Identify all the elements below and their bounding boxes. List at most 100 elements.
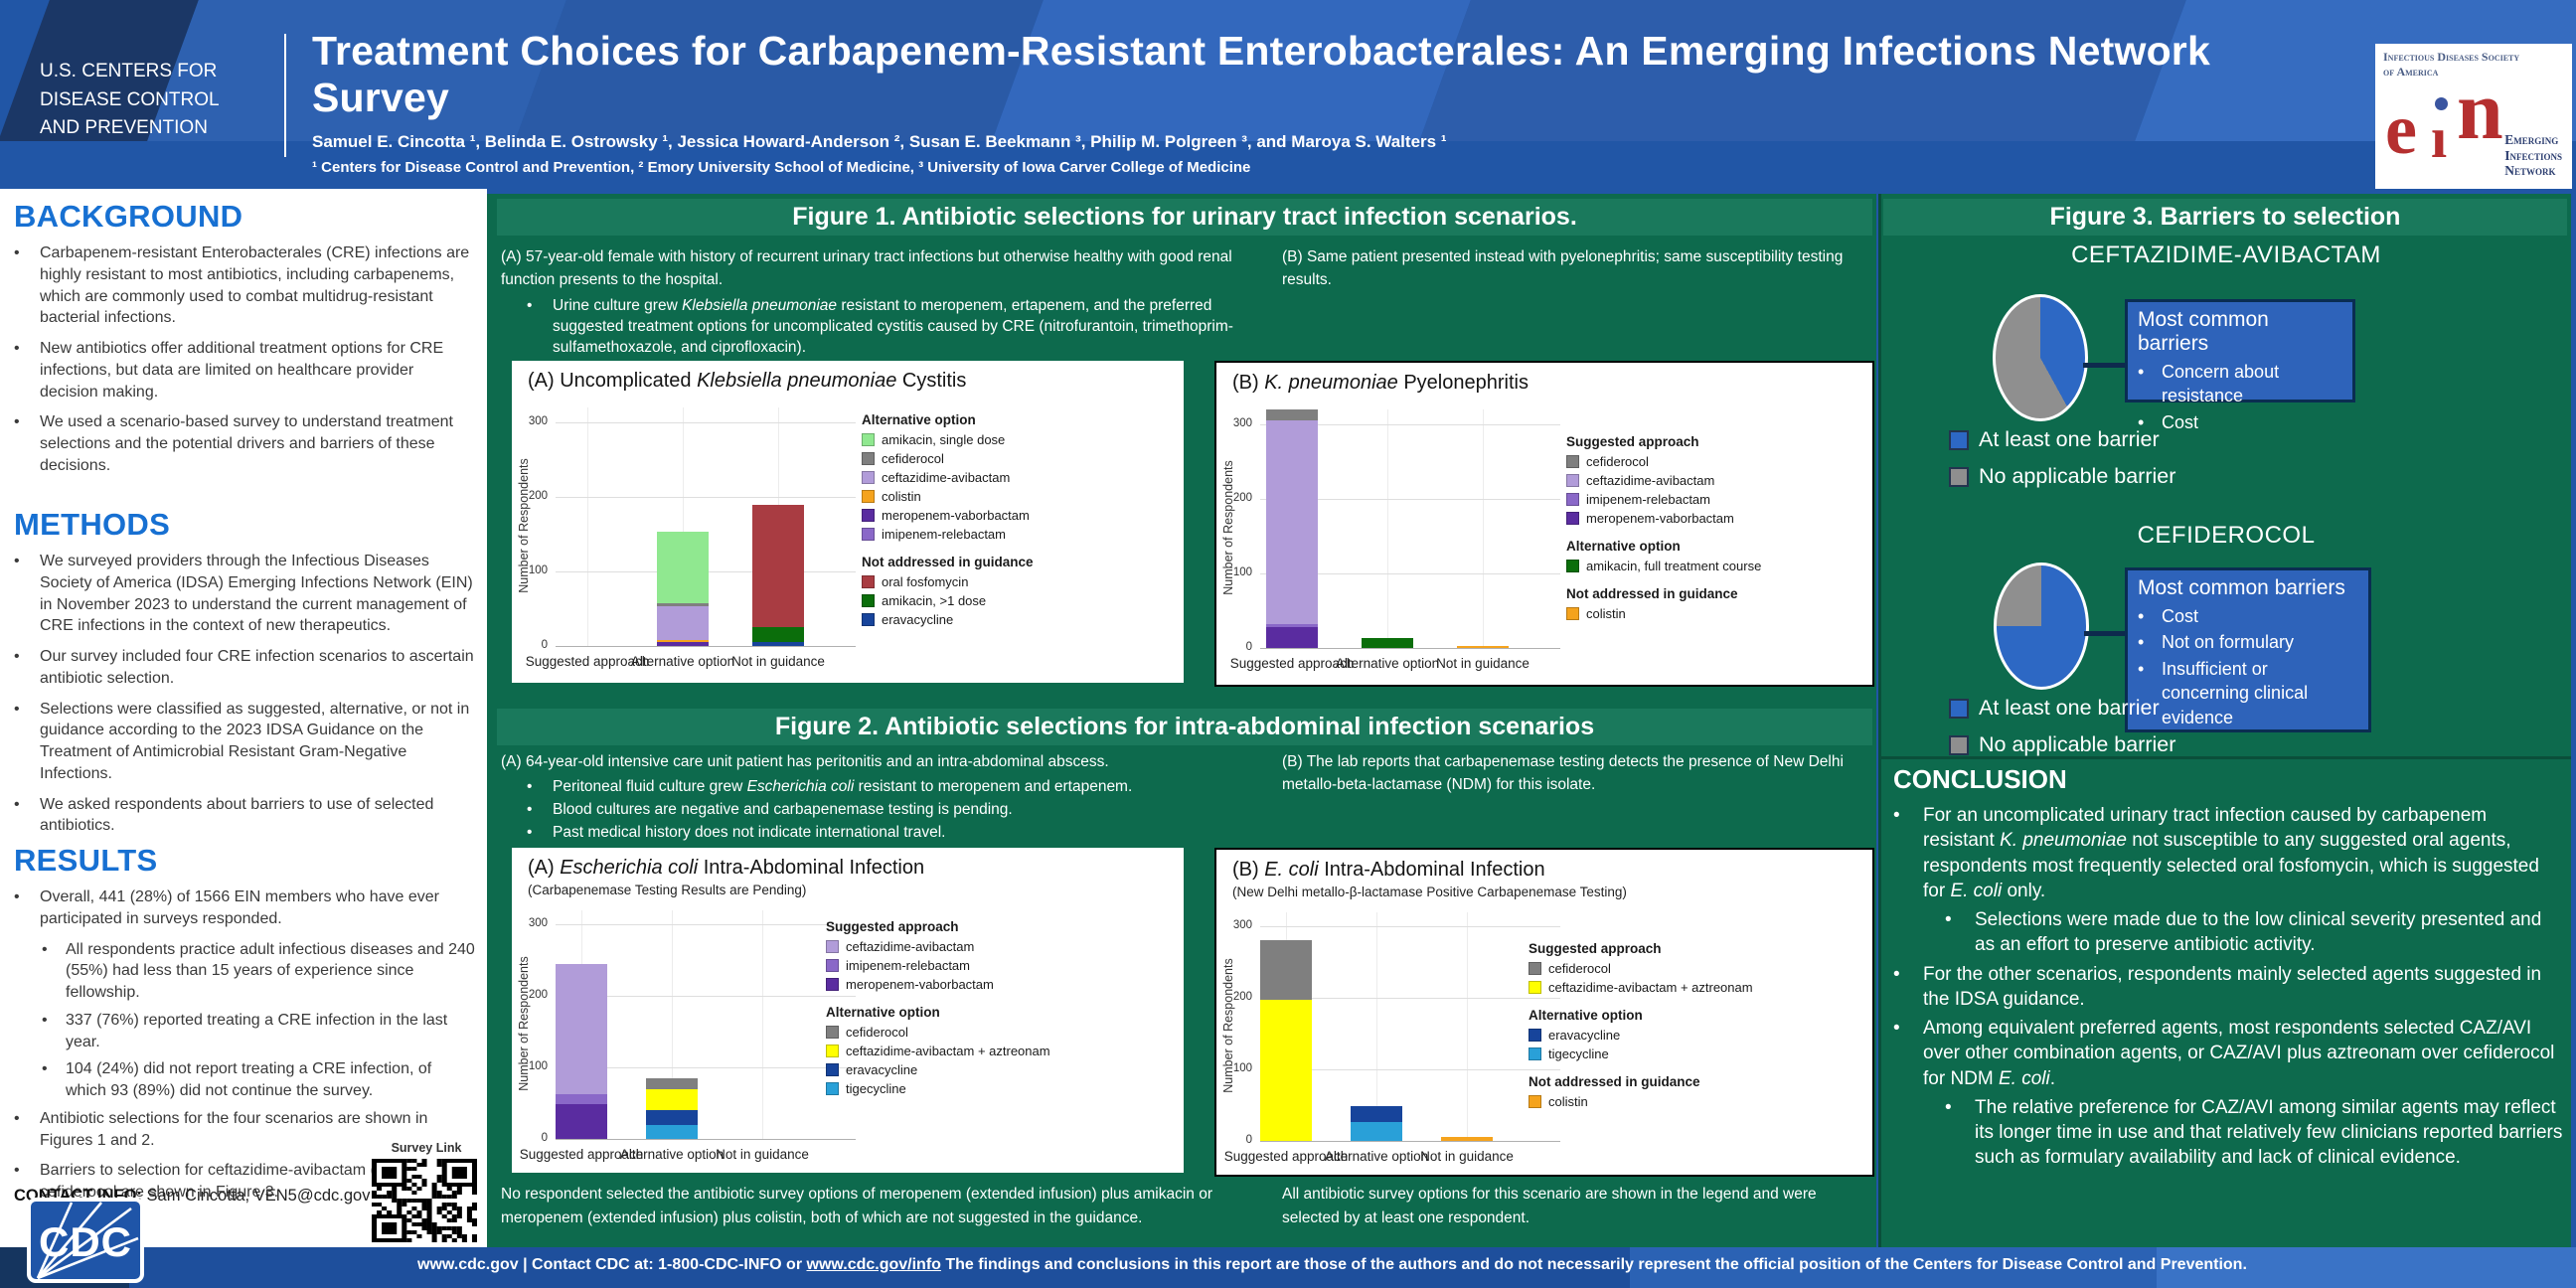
- legend-swatch: [1566, 455, 1579, 468]
- bar-segment: [646, 1124, 698, 1139]
- legend-group-heading: Alternative option: [1566, 539, 1681, 554]
- bullet-marker: •: [1893, 805, 1900, 826]
- chart-title: (A) Escherichia coli Intra-Abdominal Inf…: [528, 857, 925, 879]
- bullet-marker: •: [1893, 963, 1900, 985]
- y-axis-label: Number of Respondents: [1221, 958, 1236, 1093]
- legend-group-heading: Not addressed in guidance: [862, 555, 1034, 569]
- legend-item-label: cefiderocol: [882, 451, 944, 466]
- bar-segment: [1457, 645, 1509, 648]
- methods-bullets: • We surveyed providers through the Infec…: [14, 551, 475, 837]
- cfd-pie-title: CEFIDEROCOL: [2137, 522, 2316, 549]
- y-tick-label: 200: [528, 490, 548, 502]
- chart-figure1a: (A) Uncomplicated Klebsiella pneumoniae …: [512, 361, 1184, 683]
- pie-legend-swatch: [1949, 466, 1969, 487]
- legend-item-label: amikacin, full treatment course: [1586, 559, 1762, 573]
- legend-item-label: imipenem-relebactam: [882, 527, 1006, 542]
- caz-pie-legend: At least one barrier No applicable barrie…: [1949, 427, 2175, 501]
- y-axis-label: Number of Respondents: [1221, 460, 1235, 595]
- y-axis-label: Number of Respondents: [517, 956, 532, 1091]
- bullet-marker: •: [42, 1060, 48, 1078]
- bullet-marker: •: [2138, 606, 2145, 626]
- gridline-horizontal: [556, 1139, 856, 1140]
- legend-item-label: eravacycline: [846, 1062, 918, 1077]
- bullet-item: • Cost: [2138, 604, 2358, 628]
- legend-group: Suggested approach cefiderocol ceftazidime…: [1529, 941, 1753, 995]
- legend-swatch: [862, 528, 875, 541]
- legend-swatch: [826, 1026, 839, 1039]
- footer-decoration: [2157, 1247, 2576, 1288]
- legend-group: Suggested approach ceftazidime-avibactam i…: [826, 919, 1050, 992]
- section-conclusion: CONCLUSION • For an uncomplicated urinary…: [1893, 764, 2563, 1175]
- legend-item: ceftazidime-avibactam + aztreonam: [1529, 980, 1753, 995]
- figure2-scenario-a: (A) 64-year-old intensive care unit pati…: [501, 750, 1274, 845]
- bar-segment: [1266, 627, 1318, 648]
- bullet-marker: •: [42, 1011, 48, 1029]
- bar-segment: [1351, 1105, 1402, 1122]
- chart-subtitle: (Carbapenemase Testing Results are Pendi…: [528, 883, 807, 897]
- y-tick-label: 200: [1232, 492, 1252, 504]
- sub-bullet-item: • 104 (24%) did not report treating a CRE…: [42, 1058, 475, 1102]
- agency-line: DISEASE CONTROL: [40, 88, 220, 110]
- y-tick-label: 300: [1232, 919, 1252, 931]
- legend-item-label: ceftazidime-avibactam + aztreonam: [1548, 980, 1753, 995]
- x-category-label: Suggested approach: [1223, 1149, 1349, 1164]
- gridline-vertical: [1483, 409, 1484, 648]
- agency-line: AND PREVENTION: [40, 117, 208, 138]
- legend-group-heading: Not addressed in guidance: [1529, 1074, 1700, 1089]
- legend-item-label: eravacycline: [882, 612, 954, 627]
- bullet-item: • Concern about resistance: [2138, 360, 2342, 408]
- sub-bullet-item: • 337 (76%) reported treating a CRE infec…: [42, 1010, 475, 1053]
- figure1-scenario-b: (B) Same patient presented instead with …: [1282, 248, 1844, 289]
- chart-figure1b: (B) K. pneumoniae Pyelonephritis Number o…: [1214, 361, 1874, 687]
- bar-segment: [752, 642, 804, 646]
- legend-item: amikacin, >1 dose: [862, 593, 1034, 608]
- ein-letters: e ı n Emerging Infections Network: [2385, 65, 2562, 179]
- bar-segment: [1362, 638, 1413, 648]
- bar-segment: [752, 627, 804, 643]
- gridline-horizontal: [1260, 424, 1560, 425]
- gridline-horizontal: [1260, 1069, 1560, 1070]
- bullet-marker: •: [2138, 362, 2145, 382]
- figure1-title-band: Figure 1. Antibiotic selections for urin…: [497, 199, 1872, 236]
- figure2-note-b: All antibiotic survey options for this s…: [1282, 1186, 1817, 1227]
- chart-title: (B) K. pneumoniae Pyelonephritis: [1232, 372, 1529, 394]
- pie-legend-swatch: [1949, 734, 1969, 755]
- x-category-label: Not in guidance: [1420, 1149, 1514, 1164]
- survey-link-label: Survey Link: [391, 1141, 462, 1155]
- agency-name: U.S. CENTERS FOR DISEASE CONTROL AND PRE…: [40, 58, 268, 143]
- pie-legend-label: No applicable barrier: [1979, 732, 2176, 756]
- bullet-marker: •: [1945, 909, 1952, 931]
- gridline-horizontal: [556, 924, 856, 925]
- bullet-marker: •: [14, 700, 20, 718]
- legend-item-label: imipenem-relebactam: [846, 958, 970, 973]
- gridline-vertical: [1387, 409, 1388, 648]
- bar-segment: [657, 532, 709, 603]
- figure3-title-band: Figure 3. Barriers to selection: [1883, 199, 2567, 236]
- legend-item: imipenem-relebactam: [862, 527, 1034, 542]
- legend-item: meropenem-vaborbactam: [1566, 511, 1761, 526]
- chart-legend: Alternative option amikacin, single dose c…: [862, 412, 1034, 640]
- x-category-label: Not in guidance: [1436, 656, 1530, 671]
- bullet-marker: •: [14, 244, 20, 261]
- gridline-horizontal: [1260, 648, 1560, 649]
- sub-bullet-item: • The relative preference for CAZ/AVI amo…: [1945, 1095, 2563, 1171]
- gridline-horizontal: [556, 422, 856, 423]
- center-column: Figure 1. Antibiotic selections for urin…: [487, 194, 1876, 1247]
- right-column: Figure 3. Barriers to selection CEFTAZID…: [1878, 194, 2571, 1247]
- legend-swatch: [1566, 474, 1579, 487]
- bullet-item: • Past medical history does not indicate …: [527, 822, 1274, 843]
- gridline-vertical: [1467, 911, 1468, 1141]
- x-category-label: Suggested approach: [519, 1147, 644, 1162]
- legend-swatch: [826, 940, 839, 953]
- x-category-label: Suggested approach: [525, 654, 650, 669]
- agency-line: U.S. CENTERS FOR: [40, 61, 218, 81]
- legend-item-label: ceftazidime-avibactam: [882, 470, 1011, 485]
- legend-swatch: [862, 490, 875, 503]
- section-heading: RESULTS: [14, 843, 158, 878]
- bullet-marker: •: [14, 1109, 20, 1127]
- legend-item-label: tigecycline: [1548, 1046, 1609, 1061]
- cdc-website-link[interactable]: www.cdc.gov: [417, 1256, 519, 1273]
- cdc-info-link[interactable]: www.cdc.gov/info: [806, 1256, 941, 1273]
- pie-legend-item: At least one barrier: [1949, 427, 2175, 452]
- chart-figure2a: (A) Escherichia coli Intra-Abdominal Inf…: [512, 848, 1184, 1173]
